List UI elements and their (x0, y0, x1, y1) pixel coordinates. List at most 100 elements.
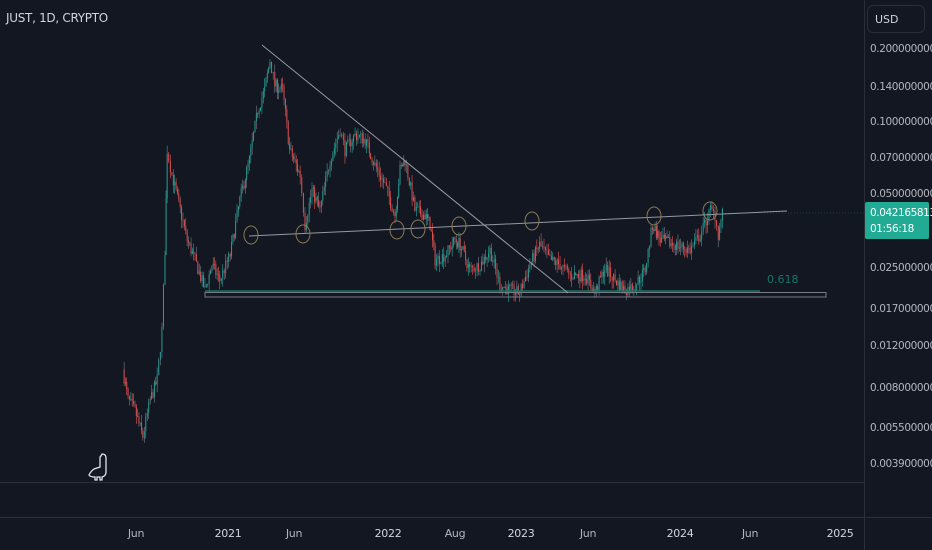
touch-circle[interactable] (451, 216, 467, 236)
dinosaur-icon[interactable] (88, 453, 107, 481)
candle (408, 177, 410, 186)
candle (512, 284, 514, 286)
candle (205, 284, 207, 287)
candle (536, 247, 538, 250)
candle (339, 135, 341, 137)
candle (566, 265, 568, 270)
support-rectangle[interactable] (204, 292, 827, 298)
touch-circle[interactable] (524, 211, 540, 231)
candle (391, 207, 393, 212)
candle (514, 293, 516, 295)
candle (463, 246, 465, 252)
candle (237, 206, 239, 211)
candle (467, 264, 469, 268)
candle (667, 236, 669, 238)
candle (403, 160, 405, 167)
candle (537, 248, 539, 250)
candle (201, 275, 203, 281)
candle (540, 241, 542, 247)
candle (582, 269, 584, 281)
touch-circle[interactable] (702, 201, 718, 221)
candle (476, 263, 478, 271)
candle (605, 264, 607, 271)
candle (654, 226, 656, 232)
descending-trendline[interactable] (261, 44, 569, 294)
candle (191, 251, 193, 254)
price-label: 0.005500000 (870, 422, 932, 434)
candle (527, 268, 529, 278)
ascending-trendline[interactable] (248, 210, 788, 237)
candle (550, 255, 552, 261)
candle (440, 263, 442, 265)
candle (438, 255, 440, 264)
candle (323, 186, 325, 192)
candle (461, 249, 463, 251)
candle (353, 135, 355, 142)
candle (707, 220, 708, 226)
candle (367, 139, 369, 143)
candle (187, 240, 189, 243)
candle (211, 265, 213, 271)
candle (215, 264, 217, 275)
candle (674, 245, 676, 251)
candle (446, 255, 448, 258)
candle (719, 227, 721, 240)
candle (203, 275, 205, 288)
candle (437, 255, 439, 260)
candle (443, 254, 445, 262)
candle (558, 259, 560, 265)
candle (240, 188, 242, 197)
candle (200, 271, 202, 281)
candle (335, 143, 337, 148)
candle (602, 271, 604, 277)
candle (308, 202, 310, 216)
candle (424, 214, 426, 220)
candle (350, 139, 352, 147)
candle (451, 245, 453, 250)
candle (716, 220, 718, 226)
candle (417, 207, 419, 208)
candle (681, 243, 683, 247)
candle (532, 253, 534, 263)
price-label: 0.017000000 (870, 303, 932, 315)
candle (677, 241, 679, 249)
candle (274, 72, 276, 87)
candle (347, 139, 349, 143)
candle (236, 210, 238, 222)
candle (261, 98, 263, 108)
candle (407, 164, 409, 178)
currency-button[interactable]: USD (867, 5, 925, 33)
candle (617, 280, 619, 286)
candle (165, 198, 167, 255)
candle (158, 360, 160, 376)
symbol-title[interactable]: JUST, 1D, CRYPTO (6, 11, 108, 25)
touch-circle[interactable] (243, 225, 259, 245)
candle (286, 109, 288, 122)
candle (304, 212, 306, 231)
candle (701, 231, 703, 240)
candle (666, 235, 668, 238)
candle (212, 263, 214, 266)
candle (587, 274, 589, 284)
touch-circle[interactable] (389, 220, 405, 240)
candle (235, 221, 237, 238)
candle (610, 267, 612, 278)
candle (525, 277, 527, 281)
candle (552, 256, 554, 261)
touch-circle[interactable] (410, 219, 426, 239)
candle (290, 148, 292, 150)
candle (354, 133, 356, 136)
candle (709, 205, 711, 210)
candle (186, 230, 188, 241)
candle (475, 270, 477, 272)
candle (519, 294, 521, 296)
candle (162, 285, 164, 327)
candle (156, 375, 158, 385)
fib-level-label: 0.618 (767, 273, 799, 286)
candle (360, 133, 362, 136)
candle (696, 235, 698, 237)
candle (265, 78, 267, 87)
touch-circle[interactable] (646, 206, 662, 226)
touch-circle[interactable] (295, 224, 311, 244)
